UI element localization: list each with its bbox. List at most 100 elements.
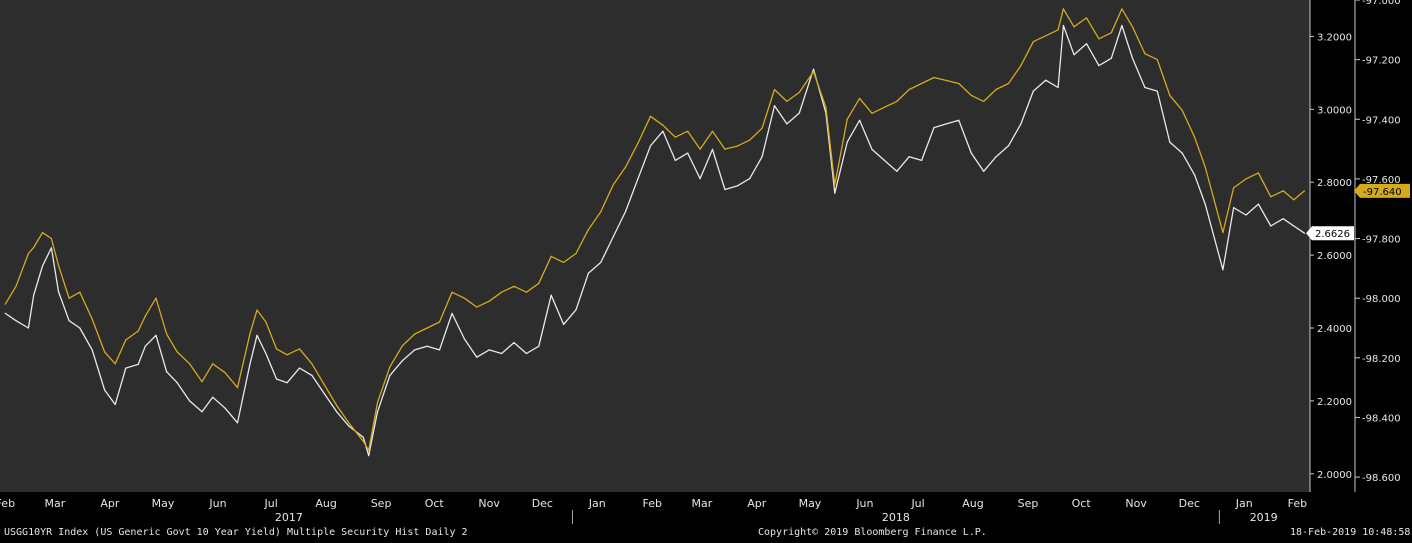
bottom-axis-area — [0, 492, 1412, 525]
series-1-point-18 — [189, 363, 191, 365]
series-0-point-61 — [699, 178, 701, 180]
series-0-point-106 — [1245, 214, 1247, 216]
series-1-point-64 — [736, 145, 738, 147]
series-1-point-92 — [1073, 26, 1075, 28]
series-0-point-60 — [687, 152, 689, 154]
series-0-point-74 — [859, 119, 861, 121]
series-0-point-76 — [883, 159, 886, 161]
series-1-point-51 — [575, 252, 577, 255]
series-0-point-87 — [1020, 123, 1022, 125]
series-1-point-82 — [958, 82, 960, 85]
series-1-point-5 — [50, 237, 53, 240]
series-0-point-69 — [798, 112, 800, 114]
series-1-point-73 — [846, 118, 848, 120]
series-0-point-58 — [662, 130, 664, 132]
series-1-point-71 — [825, 106, 827, 108]
series-1-point-80 — [933, 76, 935, 79]
series-1-point-46 — [513, 285, 515, 287]
series-1-point-39 — [426, 327, 428, 329]
series-0-point-12 — [125, 367, 127, 369]
x-month-label-8: Oct — [425, 497, 445, 510]
x-month-label-24: Feb — [1288, 497, 1307, 510]
series-0-point-10 — [104, 389, 106, 391]
series-1-point-9 — [91, 318, 93, 320]
x-year-label-2: 2019 — [1250, 511, 1278, 524]
series-1-point-109 — [1282, 190, 1284, 192]
series-0-point-45 — [501, 352, 503, 355]
series-0-point-15 — [155, 334, 157, 336]
right-axis-area — [1310, 0, 1412, 492]
axis-layer: 3.2000 3.0000 2.8000 2.6000 2.4000 2.2000 2.00… — [0, 0, 1401, 524]
series-1-point-63 — [724, 148, 726, 150]
series-0-point-27 — [286, 382, 288, 384]
series-1-point-31 — [336, 404, 338, 407]
inner-tick-label-1: 3.0000 — [1317, 105, 1352, 116]
series-1-point-44 — [488, 300, 490, 302]
series-0-point-41 — [451, 312, 453, 314]
series-1-point-85 — [995, 88, 997, 91]
series-0-point-110 — [1293, 225, 1295, 227]
series-1-point-55 — [625, 166, 627, 168]
x-month-label-22: Dec — [1179, 497, 1200, 510]
series-0-point-73 — [846, 141, 848, 143]
series-1-point-102 — [1194, 136, 1196, 138]
series-0-point-35 — [376, 411, 379, 413]
series-1-point-32 — [348, 422, 350, 424]
x-month-label-21: Nov — [1125, 497, 1147, 510]
series-0-point-52 — [587, 272, 590, 274]
series-1-point-35 — [376, 401, 379, 404]
series-1-point-101 — [1181, 109, 1183, 111]
x-month-label-15: May — [799, 497, 822, 510]
series-1-point-78 — [908, 88, 910, 91]
series-1-point-13 — [137, 330, 139, 332]
series-0-point-98 — [1144, 86, 1146, 89]
last-value-tag-0: 2.6626 — [1306, 226, 1354, 241]
series-0-point-56 — [637, 178, 639, 180]
series-0-point-38 — [414, 349, 416, 351]
x-month-label-20: Oct — [1072, 497, 1092, 510]
last-value-tag-box-0 — [1306, 226, 1354, 241]
series-1-point-57 — [649, 115, 652, 117]
series-1-point-24 — [256, 309, 258, 311]
series-0-point-28 — [298, 367, 301, 369]
series-0-point-88 — [1032, 90, 1034, 92]
series-0-point-25 — [265, 352, 267, 355]
series-1-point-99 — [1156, 59, 1158, 61]
series-0-point-101 — [1181, 152, 1183, 154]
series-1-point-47 — [525, 291, 528, 293]
series-0-point-46 — [513, 342, 515, 344]
series-1-point-65 — [749, 139, 751, 141]
series-1-point-45 — [501, 291, 503, 293]
series-0-point-82 — [958, 119, 960, 121]
series-1-point-30 — [323, 384, 325, 386]
series-1-point-21 — [224, 372, 226, 374]
series-1-point-11 — [114, 363, 116, 365]
series-1-point-7 — [68, 297, 70, 299]
series-1-point-10 — [104, 351, 106, 353]
series-1-point-96 — [1121, 8, 1123, 10]
series-1-point-26 — [275, 348, 278, 350]
series-1-point-3 — [33, 246, 35, 249]
series-0-point-95 — [1110, 57, 1112, 59]
series-0-point-65 — [749, 178, 751, 180]
series-1-point-56 — [637, 142, 639, 144]
last-value-tag-1: -97.640 — [1354, 183, 1410, 198]
series-0-point-13 — [137, 363, 139, 365]
series-0-point-102 — [1194, 174, 1196, 176]
x-year-label-1: 2018 — [882, 511, 910, 524]
series-0-point-24 — [256, 334, 258, 336]
series-0-point-43 — [476, 356, 478, 358]
series-1-point-50 — [563, 261, 565, 263]
series-0-point-109 — [1282, 218, 1284, 220]
series-1-point-81 — [945, 79, 948, 82]
x-month-label-5: Jul — [264, 497, 278, 510]
series-1-point-43 — [476, 306, 478, 308]
series-1-point-41 — [451, 291, 453, 293]
series-0-point-32 — [348, 425, 350, 427]
x-month-label-16: Jun — [855, 497, 873, 510]
series-0-point-42 — [463, 338, 465, 340]
series-0-point-111 — [1303, 232, 1306, 234]
x-month-label-17: Jul — [910, 497, 924, 510]
series-0-point-7 — [68, 320, 70, 322]
series-0-point-77 — [896, 170, 898, 172]
